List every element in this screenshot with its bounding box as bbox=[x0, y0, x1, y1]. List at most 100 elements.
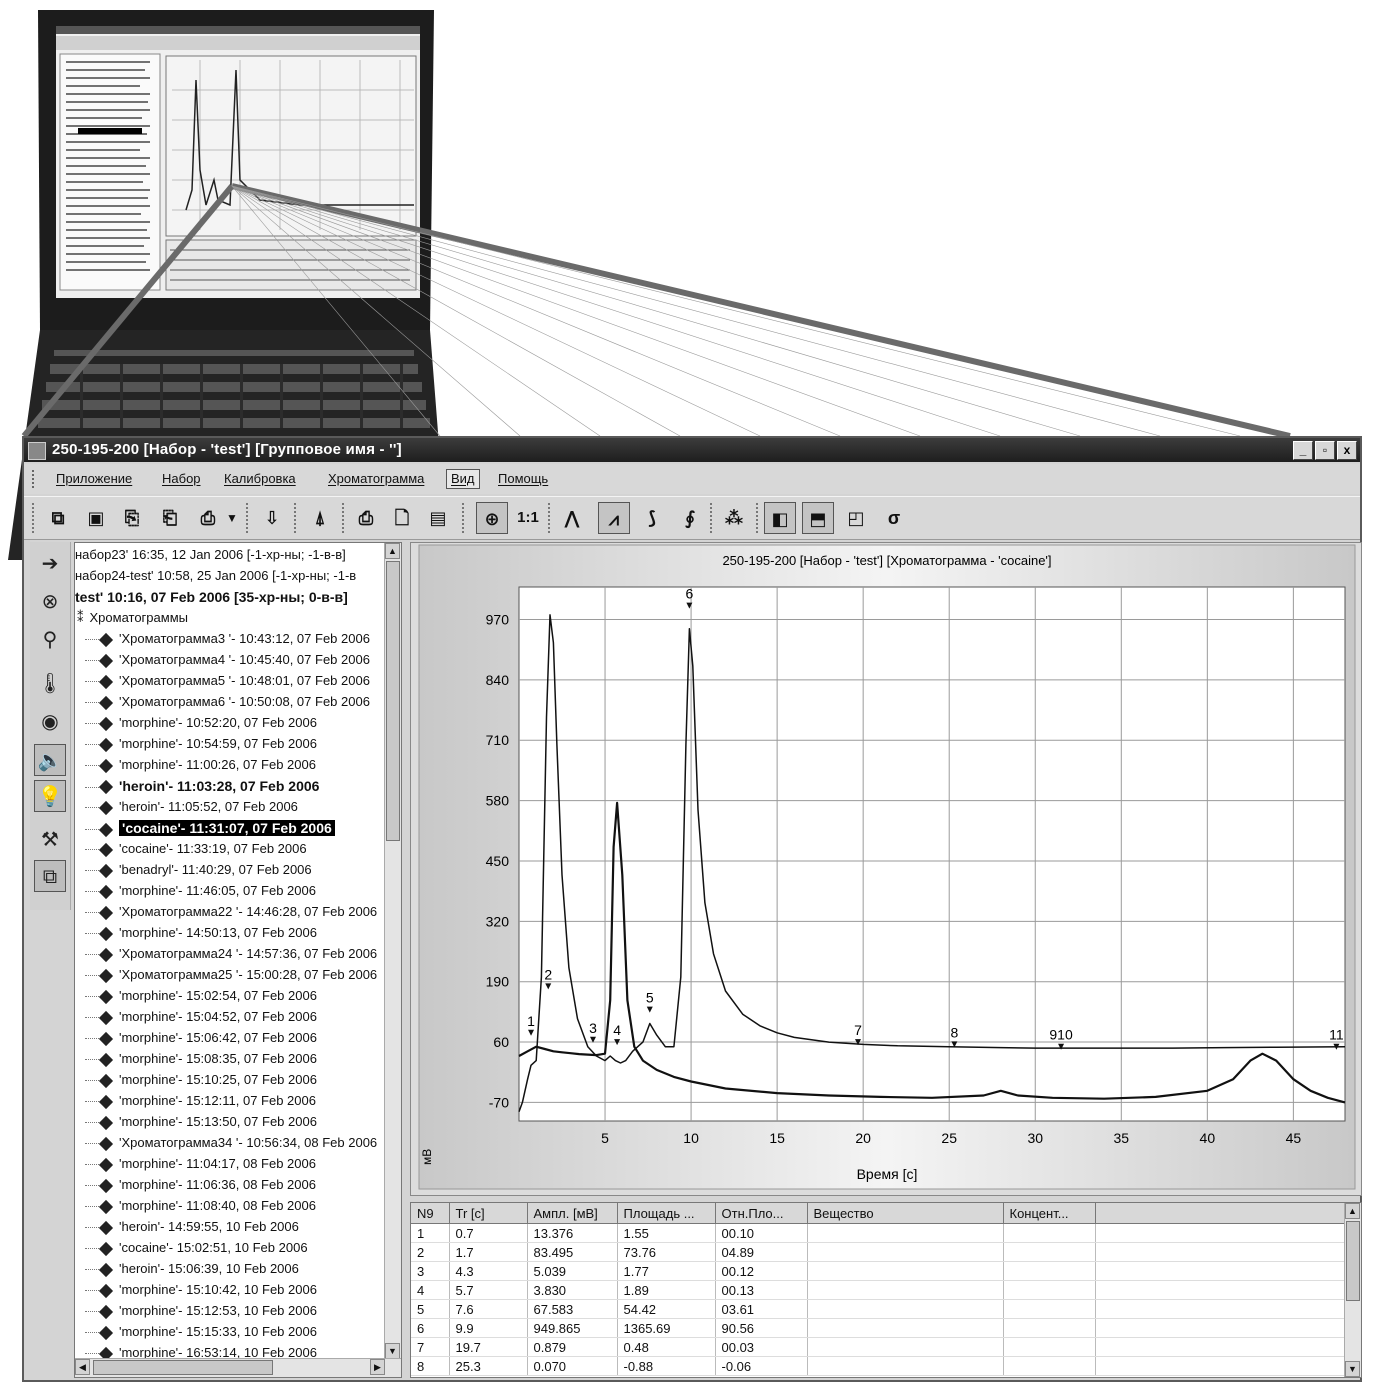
tree-set-item[interactable]: test' 10:16, 07 Feb 2006 [35-хр-ны; 0-в-… bbox=[75, 587, 348, 607]
column-header[interactable]: Вещество bbox=[807, 1203, 1004, 1224]
tree-item[interactable]: 'Хроматограмма22 '- 14:46:28, 07 Feb 200… bbox=[85, 902, 377, 922]
tree-item[interactable]: 'Хроматограмма5 '- 10:48:01, 07 Feb 2006 bbox=[85, 671, 370, 691]
tree-set-item[interactable]: набор24-test' 10:58, 25 Jan 2006 [-1-хр-… bbox=[75, 566, 356, 586]
tree-item[interactable]: 'Хроматограмма4 '- 10:45:40, 07 Feb 2006 bbox=[85, 650, 370, 670]
compare-icon[interactable]: ⁂ bbox=[724, 508, 744, 528]
tree-item[interactable]: 'cocaine'- 11:33:19, 07 Feb 2006 bbox=[85, 839, 307, 859]
pump-icon[interactable]: ⍋ bbox=[314, 508, 326, 528]
scroll-down-button[interactable]: ▼ bbox=[385, 1343, 400, 1359]
tree-item[interactable]: 'cocaine'- 11:31:07, 07 Feb 2006 bbox=[85, 818, 335, 838]
menu-application[interactable]: Приложение bbox=[56, 471, 133, 486]
table-scroll-thumb[interactable] bbox=[1346, 1221, 1360, 1301]
restore-button[interactable]: ▫ bbox=[1315, 441, 1335, 460]
sigma-icon[interactable]: σ bbox=[887, 508, 901, 528]
tree-item[interactable]: 'Хроматограмма3 '- 10:43:12, 07 Feb 2006 bbox=[85, 629, 370, 649]
table-row[interactable]: 4 5.7 3.830 1.89 00.13 bbox=[411, 1280, 1347, 1300]
layout-corner-icon[interactable]: ◰ bbox=[847, 508, 865, 528]
tree-vertical-scrollbar[interactable]: ▲ ▼ bbox=[384, 543, 401, 1359]
table-vertical-scrollbar[interactable]: ▲ ▼ bbox=[1344, 1203, 1361, 1377]
layout-bottom-icon[interactable]: ⬒ bbox=[802, 502, 834, 534]
scroll-left-button[interactable]: ◀ bbox=[75, 1359, 90, 1375]
tree-item[interactable]: 'morphine'- 11:08:40, 08 Feb 2006 bbox=[85, 1196, 316, 1216]
copy-icon[interactable]: ⎘ bbox=[124, 508, 140, 528]
tree-item[interactable]: 'morphine'- 14:50:13, 07 Feb 2006 bbox=[85, 923, 317, 943]
tree-item[interactable]: 'morphine'- 15:02:54, 07 Feb 2006 bbox=[85, 986, 317, 1006]
peak-icon[interactable]: ⋀ bbox=[564, 508, 580, 528]
column-header[interactable]: Отн.Пло... bbox=[715, 1203, 808, 1224]
menu-calibration[interactable]: Калибровка bbox=[224, 471, 296, 486]
tree-folder[interactable]: ⁑ Хроматограммы bbox=[77, 608, 188, 628]
menu-grip[interactable] bbox=[32, 470, 37, 488]
tree-item[interactable]: 'morphine'- 15:10:42, 10 Feb 2006 bbox=[85, 1280, 317, 1300]
tree-item[interactable]: 'morphine'- 15:12:11, 07 Feb 2006 bbox=[85, 1091, 316, 1111]
tree-item[interactable]: 'morphine'- 15:13:50, 07 Feb 2006 bbox=[85, 1112, 317, 1132]
export-icon[interactable]: ⎙ bbox=[200, 508, 216, 528]
tree-item[interactable]: 'morphine'- 15:06:42, 07 Feb 2006 bbox=[85, 1028, 317, 1048]
tree-item[interactable]: 'morphine'- 16:53:14, 10 Feb 2006 bbox=[85, 1343, 317, 1359]
report-icon[interactable]: ▤ bbox=[429, 508, 447, 528]
tree-item[interactable]: 'morphine'- 10:52:20, 07 Feb 2006 bbox=[85, 713, 317, 733]
tree-item[interactable]: 'morphine'- 15:10:25, 07 Feb 2006 bbox=[85, 1070, 317, 1090]
menu-help[interactable]: Помощь bbox=[498, 471, 549, 486]
lamp-icon[interactable]: 💡 bbox=[34, 780, 66, 812]
table-row[interactable]: 5 7.6 67.583 54.42 03.61 bbox=[411, 1299, 1347, 1319]
dropdown-arrow-icon[interactable]: ▼ bbox=[226, 511, 238, 525]
column-header[interactable]: Площадь ... bbox=[617, 1203, 716, 1224]
table-row[interactable]: 1 0.7 13.376 1.55 00.10 bbox=[411, 1223, 1347, 1243]
new-set-icon[interactable]: ⧉ bbox=[51, 508, 65, 528]
column-header[interactable]: Концент... bbox=[1003, 1203, 1096, 1224]
tree-item[interactable]: 'morphine'- 11:46:05, 07 Feb 2006 bbox=[85, 881, 316, 901]
column-header[interactable]: Ампл. [мВ] bbox=[527, 1203, 618, 1224]
import-icon[interactable]: ⇩ bbox=[264, 508, 280, 528]
table-scroll-up-button[interactable]: ▲ bbox=[1345, 1203, 1360, 1219]
scroll-up-button[interactable]: ▲ bbox=[385, 543, 400, 559]
wrench-icon[interactable]: ⚒ bbox=[41, 829, 59, 851]
tree-item[interactable]: 'Хроматограмма6 '- 10:50:08, 07 Feb 2006 bbox=[85, 692, 370, 712]
column-header[interactable]: N9 bbox=[411, 1203, 450, 1224]
table-row[interactable]: 3 4.3 5.039 1.77 00.12 bbox=[411, 1261, 1347, 1281]
tree-item[interactable]: 'heroin'- 11:03:28, 07 Feb 2006 bbox=[85, 776, 319, 796]
speaker-icon[interactable]: 🔈 bbox=[34, 744, 66, 776]
menu-set[interactable]: Набор bbox=[162, 471, 201, 486]
tree-item[interactable]: 'morphine'- 11:06:36, 08 Feb 2006 bbox=[85, 1175, 316, 1195]
peak-labels-icon[interactable]: ⩘ bbox=[598, 502, 630, 534]
layout-left-icon[interactable]: ◧ bbox=[764, 502, 796, 534]
tree-item[interactable]: 'morphine'- 10:54:59, 07 Feb 2006 bbox=[85, 734, 317, 754]
calibration-icon[interactable]: ⟆ bbox=[647, 508, 657, 528]
table-row[interactable]: 8 25.3 0.070 -0.88 -0.06 bbox=[411, 1356, 1347, 1376]
tree-item[interactable]: 'morphine'- 15:08:35, 07 Feb 2006 bbox=[85, 1049, 317, 1069]
table-row[interactable]: 6 9.9 949.865 1365.69 90.56 bbox=[411, 1318, 1347, 1338]
chromatogram-chart[interactable]: 250-195-200 [Набор - 'test'] [Хроматогра… bbox=[411, 543, 1361, 1195]
table-row[interactable]: 2 1.7 83.495 73.76 04.89 bbox=[411, 1242, 1347, 1262]
zoom-icon[interactable]: ⊕ bbox=[476, 502, 508, 534]
tree-item[interactable]: 'heroin'- 11:05:52, 07 Feb 2006 bbox=[85, 797, 298, 817]
tree-item[interactable]: 'heroin'- 15:06:39, 10 Feb 2006 bbox=[85, 1259, 299, 1279]
tree-item[interactable]: 'benadryl'- 11:40:29, 07 Feb 2006 bbox=[85, 860, 312, 880]
tree-set-item[interactable]: набор23' 16:35, 12 Jan 2006 [-1-хр-ны; -… bbox=[75, 545, 346, 565]
one-to-one-icon[interactable]: 1:1 bbox=[517, 509, 539, 526]
windows-icon[interactable]: ⧉ bbox=[34, 860, 66, 892]
thermometer-icon[interactable]: 🌡 bbox=[37, 673, 63, 695]
menu-view[interactable]: Вид bbox=[446, 469, 480, 489]
tree-item[interactable]: 'morphine'- 15:12:53, 10 Feb 2006 bbox=[85, 1301, 317, 1321]
minimize-button[interactable]: _ bbox=[1293, 441, 1313, 460]
tree-item[interactable]: 'cocaine'- 15:02:51, 10 Feb 2006 bbox=[85, 1238, 308, 1258]
tree-item[interactable]: 'Хроматограмма25 '- 15:00:28, 07 Feb 200… bbox=[85, 965, 377, 985]
close-button[interactable]: x bbox=[1337, 441, 1357, 460]
tree-item[interactable]: 'Хроматограмма34 '- 10:56:34, 08 Feb 200… bbox=[85, 1133, 377, 1153]
column-header[interactable]: Tr [c] bbox=[449, 1203, 528, 1224]
print-preview-icon[interactable]: 🗋 bbox=[394, 508, 410, 528]
tree-item[interactable]: 'heroin'- 14:59:55, 10 Feb 2006 bbox=[85, 1217, 299, 1237]
menu-chromatogram[interactable]: Хроматограмма bbox=[328, 471, 425, 486]
tree-horizontal-scrollbar[interactable]: ◀ ▶ bbox=[75, 1358, 401, 1377]
eye-icon[interactable]: ◉ bbox=[41, 711, 59, 733]
arrow-right-icon[interactable]: ➔ bbox=[41, 553, 59, 575]
print-icon[interactable]: ⎙ bbox=[358, 508, 374, 528]
scroll-right-button[interactable]: ▶ bbox=[370, 1359, 385, 1375]
needle-icon[interactable]: ⚲ bbox=[42, 629, 58, 651]
tree-item[interactable]: 'Хроматограмма24 '- 14:57:36, 07 Feb 200… bbox=[85, 944, 377, 964]
stop-icon[interactable]: ⊗ bbox=[41, 591, 59, 613]
tree-item[interactable]: 'morphine'- 15:15:33, 10 Feb 2006 bbox=[85, 1322, 317, 1342]
tree-item[interactable]: 'morphine'- 15:04:52, 07 Feb 2006 bbox=[85, 1007, 317, 1027]
table-row[interactable]: 7 19.7 0.879 0.48 00.03 bbox=[411, 1337, 1347, 1357]
